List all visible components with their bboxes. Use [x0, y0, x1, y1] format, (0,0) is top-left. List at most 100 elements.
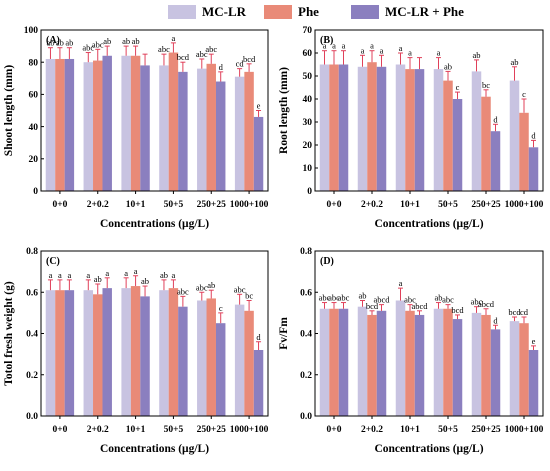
- x-axis-title: Concentrations (μg/L): [374, 218, 483, 230]
- bar: [83, 290, 94, 416]
- significance-letter: abc: [328, 293, 340, 303]
- legend-swatch: [264, 5, 292, 19]
- bar: [215, 323, 226, 416]
- chart-panel: a a a0+0a a a2+0.2a a10+1aabc50+5abbcd250+25a…: [278, 26, 544, 230]
- y-tick-label: 0.0: [300, 412, 312, 422]
- bar: [319, 64, 330, 191]
- significance-letter: ab: [434, 293, 442, 303]
- bar: [443, 308, 453, 416]
- x-tick-label: 1000+100: [230, 425, 269, 435]
- bar: [414, 69, 425, 191]
- bar: [376, 310, 387, 416]
- bar: [528, 350, 539, 416]
- y-tick-label: 100: [24, 26, 39, 36]
- x-tick-label: 2+0.2: [361, 200, 383, 210]
- panel-label: (B): [320, 35, 333, 46]
- y-tick-label: 60: [303, 49, 313, 59]
- bar: [471, 71, 482, 191]
- x-tick-label: 10+1: [126, 425, 146, 435]
- x-tick-label: 50+5: [438, 200, 458, 210]
- significance-letter: abcd: [411, 301, 428, 311]
- bar: [140, 296, 150, 416]
- y-tick-label: 50: [303, 72, 313, 82]
- y-tick-label: 0: [33, 187, 38, 197]
- significance-letter: a: [437, 48, 441, 58]
- significance-letter: e: [532, 336, 536, 346]
- significance-letter: abc: [404, 295, 416, 305]
- x-axis-title: Concentrations (μg/L): [100, 443, 209, 455]
- significance-letter: abc: [319, 293, 331, 303]
- bar: [159, 290, 169, 416]
- significance-letter: a: [342, 41, 346, 51]
- significance-letter: a: [134, 266, 138, 276]
- y-tick-label: 0.8: [300, 247, 312, 257]
- significance-letter: a: [105, 268, 109, 278]
- bar: [215, 81, 226, 191]
- bar: [509, 321, 520, 416]
- panel-label: (C): [46, 256, 60, 267]
- bar: [197, 68, 207, 191]
- y-tick-label: 0.2: [300, 371, 312, 381]
- significance-letter: bcd: [366, 301, 379, 311]
- bar: [168, 288, 179, 416]
- significance-letter: a: [172, 270, 176, 280]
- y-axis-title: Root length (mm): [278, 67, 290, 154]
- significance-letter: ab: [160, 270, 168, 280]
- y-tick-label: 20: [303, 141, 313, 151]
- significance-letter: d: [219, 62, 224, 72]
- bar: [443, 80, 453, 191]
- bar: [234, 76, 245, 191]
- plot-frame: [40, 250, 269, 417]
- significance-letter: ab: [46, 38, 54, 48]
- significance-letter: a: [408, 48, 412, 58]
- bar: [338, 308, 349, 416]
- y-tick-label: 30: [303, 118, 313, 128]
- bar: [452, 319, 463, 416]
- bar: [376, 66, 387, 191]
- plot-frame: [40, 29, 269, 192]
- bar: [55, 58, 65, 192]
- chart-legend: MC-LR Phe MC-LR + Phe: [0, 0, 550, 24]
- bar: [121, 288, 131, 416]
- significance-letter: ab: [56, 38, 64, 48]
- y-tick-label: 0.2: [26, 371, 38, 381]
- significance-letter: a: [124, 268, 128, 278]
- bar: [83, 62, 94, 192]
- chart-panel: abcabcabc0+0abbcdabcd2+0.2aabcabcd10+1ab…: [278, 247, 544, 455]
- significance-letter: a: [323, 41, 327, 51]
- y-tick-label: 0.4: [300, 330, 312, 340]
- bar: [159, 65, 169, 191]
- y-tick-label: 0.6: [300, 288, 312, 298]
- bar: [206, 298, 216, 416]
- x-tick-label: 0+0: [52, 200, 67, 210]
- bar: [93, 294, 103, 416]
- bar: [367, 62, 377, 192]
- significance-letter: bc: [245, 291, 253, 301]
- significance-letter: a: [67, 270, 71, 280]
- x-tick-label: 1000+100: [505, 425, 544, 435]
- plot-frame: [314, 29, 544, 192]
- y-tick-label: 40: [303, 95, 313, 105]
- bar: [509, 80, 520, 191]
- significance-letter: abc: [196, 49, 208, 59]
- significance-letter: bcd: [508, 307, 521, 317]
- significance-letter: ab: [65, 38, 73, 48]
- significance-letter: bc: [482, 80, 490, 90]
- bar: [55, 290, 65, 416]
- significance-letter: ab: [472, 50, 480, 60]
- significance-letter: a: [370, 41, 374, 51]
- significance-letter: abcd: [373, 295, 390, 305]
- y-tick-label: 0: [307, 187, 312, 197]
- significance-letter: ab: [207, 280, 215, 290]
- bar: [452, 99, 463, 191]
- x-tick-label: 10+1: [126, 200, 146, 210]
- legend-item: Phe: [264, 3, 319, 21]
- significance-letter: ab: [103, 36, 111, 46]
- bar: [433, 308, 444, 416]
- bar: [319, 308, 330, 416]
- bar: [102, 55, 112, 191]
- x-tick-label: 1000+100: [505, 200, 544, 210]
- y-tick-label: 60: [29, 91, 39, 101]
